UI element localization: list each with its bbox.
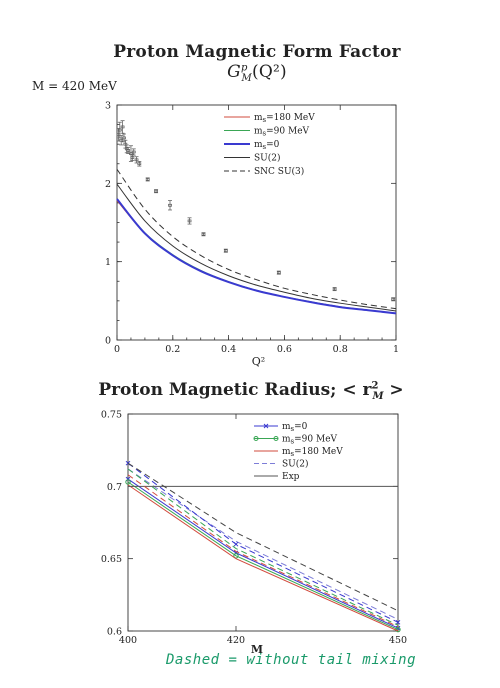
chart1-data-point: [131, 150, 136, 154]
chart1-legend-label: ms=0: [254, 140, 280, 151]
chart1-legend-label: SNC SU(3): [254, 166, 304, 177]
chart1-data-point: [122, 136, 126, 140]
chart2-series-line: [127, 474, 399, 628]
chart1-data-point: [137, 162, 142, 166]
chart2-legend-label: ms=90 MeV: [282, 435, 338, 446]
chart1-data-point: [187, 219, 192, 223]
chart2-x-tick-label: 420: [227, 635, 245, 646]
chart2-title-sup: 2: [371, 380, 379, 392]
chart1-x-axis-label: Q²: [252, 355, 265, 368]
chart2-series-line: [127, 478, 399, 629]
chart1-title-sup: p: [240, 62, 248, 74]
chart1-data-point: [168, 203, 172, 207]
chart1-series-line: [116, 200, 397, 314]
chart2-series-marker: [395, 619, 401, 625]
chart2-title-sub: M: [372, 391, 384, 403]
chart2-legend-label: ms=180 MeV: [282, 447, 343, 458]
chart1-series-line: [116, 198, 397, 315]
chart2-y-tick-label: 0.6: [107, 627, 122, 638]
chart2-x-axis-label: M: [251, 643, 263, 656]
chart1-data-point: [134, 158, 139, 162]
chart2-legend-label: ms=0: [282, 422, 308, 433]
chart1-y-tick-label: 1: [105, 257, 111, 268]
chart2-series-marker: [233, 553, 239, 559]
chart1-series-line: [116, 198, 397, 314]
chart1-data-point: [130, 156, 135, 159]
chart1-y-tick-label: 2: [105, 179, 111, 190]
chart1-series-line: [116, 183, 397, 312]
chart1-title: Proton Magnetic Form Factor GpM(Q²): [92, 42, 422, 84]
chart2-legend-marker: [253, 436, 259, 441]
chart1-data-point: [223, 249, 228, 253]
chart1-title-text: Proton Magnetic Form Factor: [113, 42, 401, 62]
chart2-plot-frame: [127, 413, 399, 632]
chart2-series-marker: [125, 479, 131, 485]
handwritten-note: Dashed = without tail mixing: [166, 652, 417, 668]
chart1-data-point: [201, 232, 206, 236]
chart2-title-tail: >: [383, 380, 404, 400]
chart1-title-tail: (Q²): [252, 62, 287, 82]
chart1-data-point: [126, 149, 131, 152]
chart1-legend-label: ms=90 MeV: [254, 127, 310, 138]
chart1-x-tick-label: 0.8: [333, 344, 348, 355]
chart1-series-line: [116, 168, 397, 310]
chart2-series-line: [127, 484, 399, 632]
chart1-x-tick-label: 0.4: [221, 344, 236, 355]
chart2-series-line: [127, 462, 399, 623]
chart2-series-line: [127, 481, 399, 631]
chart1-x-tick-label: 0.2: [165, 344, 180, 355]
chart1-data-point: [120, 125, 125, 129]
chart1-title-sub: M: [241, 73, 252, 85]
chart1-data-point: [119, 138, 124, 142]
chart2-series-marker: [233, 541, 239, 547]
chart2-y-tick-label: 0.65: [101, 554, 122, 565]
chart2-title: Proton Magnetic Radius; < r2M >: [96, 380, 406, 402]
chart1-subtitle: M = 420 MeV: [32, 79, 117, 93]
chart2-legend-label: SU(2): [282, 459, 309, 470]
chart2-series-line: [127, 468, 399, 626]
chart1-data-point: [276, 271, 281, 274]
chart2-x-tick-label: 450: [389, 635, 407, 646]
chart1-x-tick-label: 0: [114, 344, 120, 355]
chart2-series-line: [127, 462, 399, 612]
chart1-x-tick-label: 0.6: [277, 344, 292, 355]
chart2-legend-label: Exp: [282, 472, 300, 482]
chart1-y-tick-label: 0: [105, 336, 111, 347]
chart1-data-point: [332, 287, 337, 291]
chart1-data-point: [145, 178, 150, 181]
chart2-title-text: Proton Magnetic Radius; < r: [98, 380, 372, 400]
chart2-x-tick-label: 400: [119, 635, 137, 646]
chart1-legend-label: ms=180 MeV: [254, 113, 315, 124]
chart2-legend-marker: [273, 436, 279, 441]
chart2-series-line: [127, 468, 399, 620]
chart2-legend-marker: [263, 423, 269, 429]
chart1-title-math: G: [227, 62, 241, 82]
chart2-y-tick-label: 0.75: [101, 410, 122, 421]
chart1-data-point: [117, 128, 122, 132]
chart1-data-point: [154, 189, 158, 193]
chart1-legend-label: SU(2): [254, 153, 281, 164]
chart1-data-point: [391, 297, 396, 301]
chart1-x-tick-label: 1: [393, 344, 399, 355]
chart2-y-tick-label: 0.7: [107, 482, 122, 493]
chart1-y-tick-label: 3: [105, 101, 111, 112]
